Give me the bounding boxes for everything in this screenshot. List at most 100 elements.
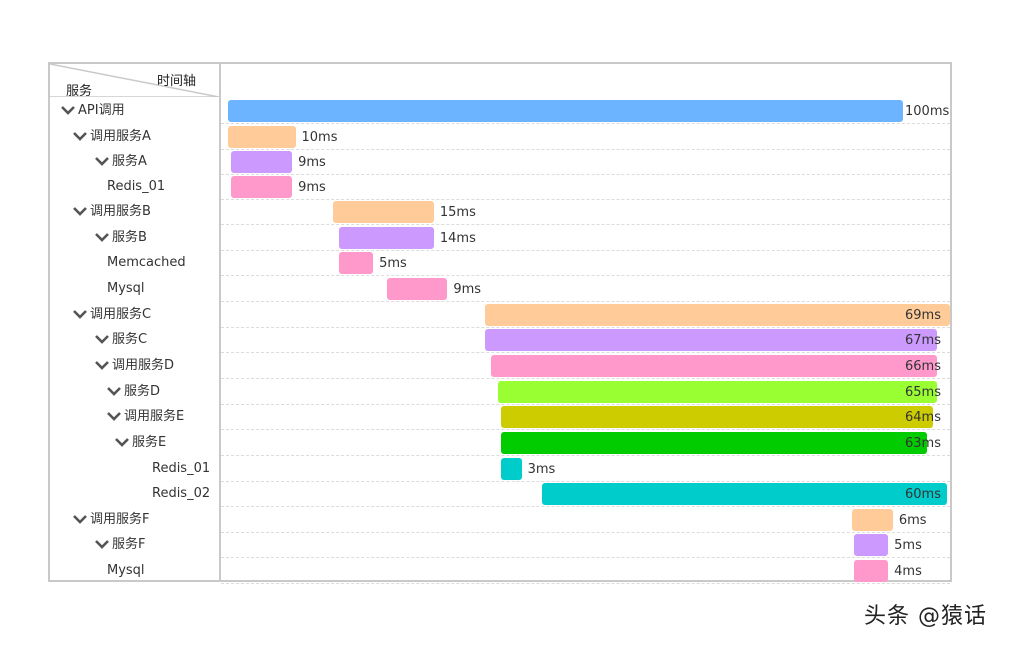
tree-item-label: API调用: [78, 102, 125, 118]
tree-item-label: 调用服务B: [90, 203, 151, 219]
duration-label: 14ms: [439, 230, 476, 246]
row-separator: [221, 378, 950, 379]
duration-label: 65ms: [905, 384, 941, 400]
timeline-bar[interactable]: [854, 559, 889, 582]
row-separator: [221, 352, 950, 353]
tree-item-label: Redis_01: [107, 178, 166, 194]
duration-label: 64ms: [905, 409, 941, 425]
tree-item[interactable]: 服务C: [94, 332, 147, 348]
tree-item-label: Memcached: [107, 254, 186, 270]
timeline-bar[interactable]: [491, 354, 937, 377]
timeline-bar[interactable]: [501, 431, 927, 454]
timeline-bar[interactable]: [501, 457, 522, 480]
tree-item-label: Redis_02: [152, 485, 211, 501]
row-separator: [221, 506, 950, 507]
duration-label: 5ms: [894, 537, 922, 553]
chevron-down-icon[interactable]: [94, 538, 110, 550]
chevron-down-icon[interactable]: [114, 436, 130, 448]
tree-item[interactable]: API调用: [60, 103, 125, 119]
timeline-bar[interactable]: [484, 328, 937, 351]
row-separator: [221, 275, 950, 276]
duration-label: 67ms: [905, 332, 941, 348]
row-separator: [221, 583, 950, 584]
timeline-bar[interactable]: [231, 175, 293, 198]
tree-item[interactable]: Redis_02: [152, 486, 210, 502]
duration-label: 63ms: [905, 435, 941, 451]
chevron-down-icon[interactable]: [72, 308, 88, 320]
tree-item-label: 调用服务E: [124, 408, 185, 424]
tree-item[interactable]: 服务F: [94, 537, 145, 553]
duration-label: 5ms: [379, 255, 407, 271]
timeline-bar[interactable]: [228, 125, 296, 148]
duration-label: 10ms: [301, 129, 338, 145]
tree-item-label: Mysql: [107, 280, 145, 296]
duration-label: 69ms: [905, 307, 941, 323]
row-separator: [221, 429, 950, 430]
tree-item-label: 服务C: [112, 331, 148, 347]
tree-item-label: 服务F: [112, 536, 146, 552]
tree-item[interactable]: 调用服务A: [72, 129, 151, 145]
tree-item-label: Redis_01: [152, 460, 211, 476]
chevron-down-icon[interactable]: [72, 130, 88, 142]
timeline-bar[interactable]: [339, 251, 374, 274]
duration-label: 60ms: [905, 486, 941, 502]
tree-item-label: 服务E: [132, 434, 167, 450]
tree-item-label: 调用服务C: [90, 306, 152, 322]
timeline-bar[interactable]: [501, 405, 934, 428]
timeline-bar[interactable]: [332, 200, 434, 223]
row-separator: [221, 455, 950, 456]
row-separator: [221, 532, 950, 533]
chevron-down-icon[interactable]: [94, 333, 110, 345]
timeline-bar[interactable]: [498, 380, 937, 403]
chevron-down-icon[interactable]: [94, 155, 110, 167]
chevron-down-icon[interactable]: [106, 410, 122, 422]
tree-item[interactable]: Redis_01: [107, 179, 165, 195]
tree-item[interactable]: 服务B: [94, 230, 147, 246]
chevron-down-icon[interactable]: [60, 104, 76, 116]
row-separator: [221, 557, 950, 558]
tree-item[interactable]: 服务D: [106, 384, 160, 400]
chevron-down-icon[interactable]: [106, 385, 122, 397]
timeline-bar[interactable]: [228, 99, 903, 122]
tree-item[interactable]: 调用服务B: [72, 204, 151, 220]
row-separator: [221, 123, 950, 124]
row-separator: [221, 199, 950, 200]
service-column: [48, 62, 221, 582]
tree-item[interactable]: 调用服务E: [106, 409, 184, 425]
tree-item-label: 调用服务A: [90, 128, 151, 144]
timeline-bar[interactable]: [852, 508, 893, 531]
tree-item[interactable]: 服务E: [114, 435, 166, 451]
tree-item[interactable]: Mysql: [107, 563, 145, 579]
timeline-bar[interactable]: [484, 303, 951, 326]
chevron-down-icon[interactable]: [94, 359, 110, 371]
duration-label: 100ms: [905, 103, 950, 119]
tree-item[interactable]: Redis_01: [152, 461, 210, 477]
duration-label: 9ms: [453, 281, 482, 297]
duration-label: 4ms: [894, 563, 922, 579]
tree-item-label: 服务D: [124, 383, 161, 399]
chevron-down-icon[interactable]: [94, 231, 110, 243]
header-time-label: 时间轴: [157, 74, 197, 89]
tree-item[interactable]: Mysql: [107, 281, 145, 297]
chevron-down-icon[interactable]: [72, 205, 88, 217]
tree-item[interactable]: Memcached: [107, 255, 186, 271]
tree-item[interactable]: 调用服务F: [72, 512, 149, 528]
tree-item[interactable]: 服务A: [94, 154, 147, 170]
tree-item[interactable]: 调用服务D: [94, 358, 174, 374]
timeline-bar[interactable]: [854, 533, 889, 556]
duration-label: 9ms: [298, 179, 326, 195]
timeline-bar[interactable]: [541, 482, 947, 505]
watermark: 头条 @猿话: [864, 604, 987, 629]
row-separator: [221, 174, 950, 175]
row-separator: [221, 149, 950, 150]
chevron-down-icon[interactable]: [72, 513, 88, 525]
row-separator: [221, 301, 950, 302]
duration-label: 15ms: [439, 204, 476, 220]
timeline-bar[interactable]: [339, 226, 434, 249]
tree-item-label: 服务A: [112, 153, 147, 169]
timeline-bar[interactable]: [231, 150, 293, 173]
row-separator: [221, 224, 950, 225]
header-service-label: 服务: [66, 84, 93, 99]
tree-item[interactable]: 调用服务C: [72, 307, 151, 323]
timeline-bar[interactable]: [386, 277, 448, 300]
